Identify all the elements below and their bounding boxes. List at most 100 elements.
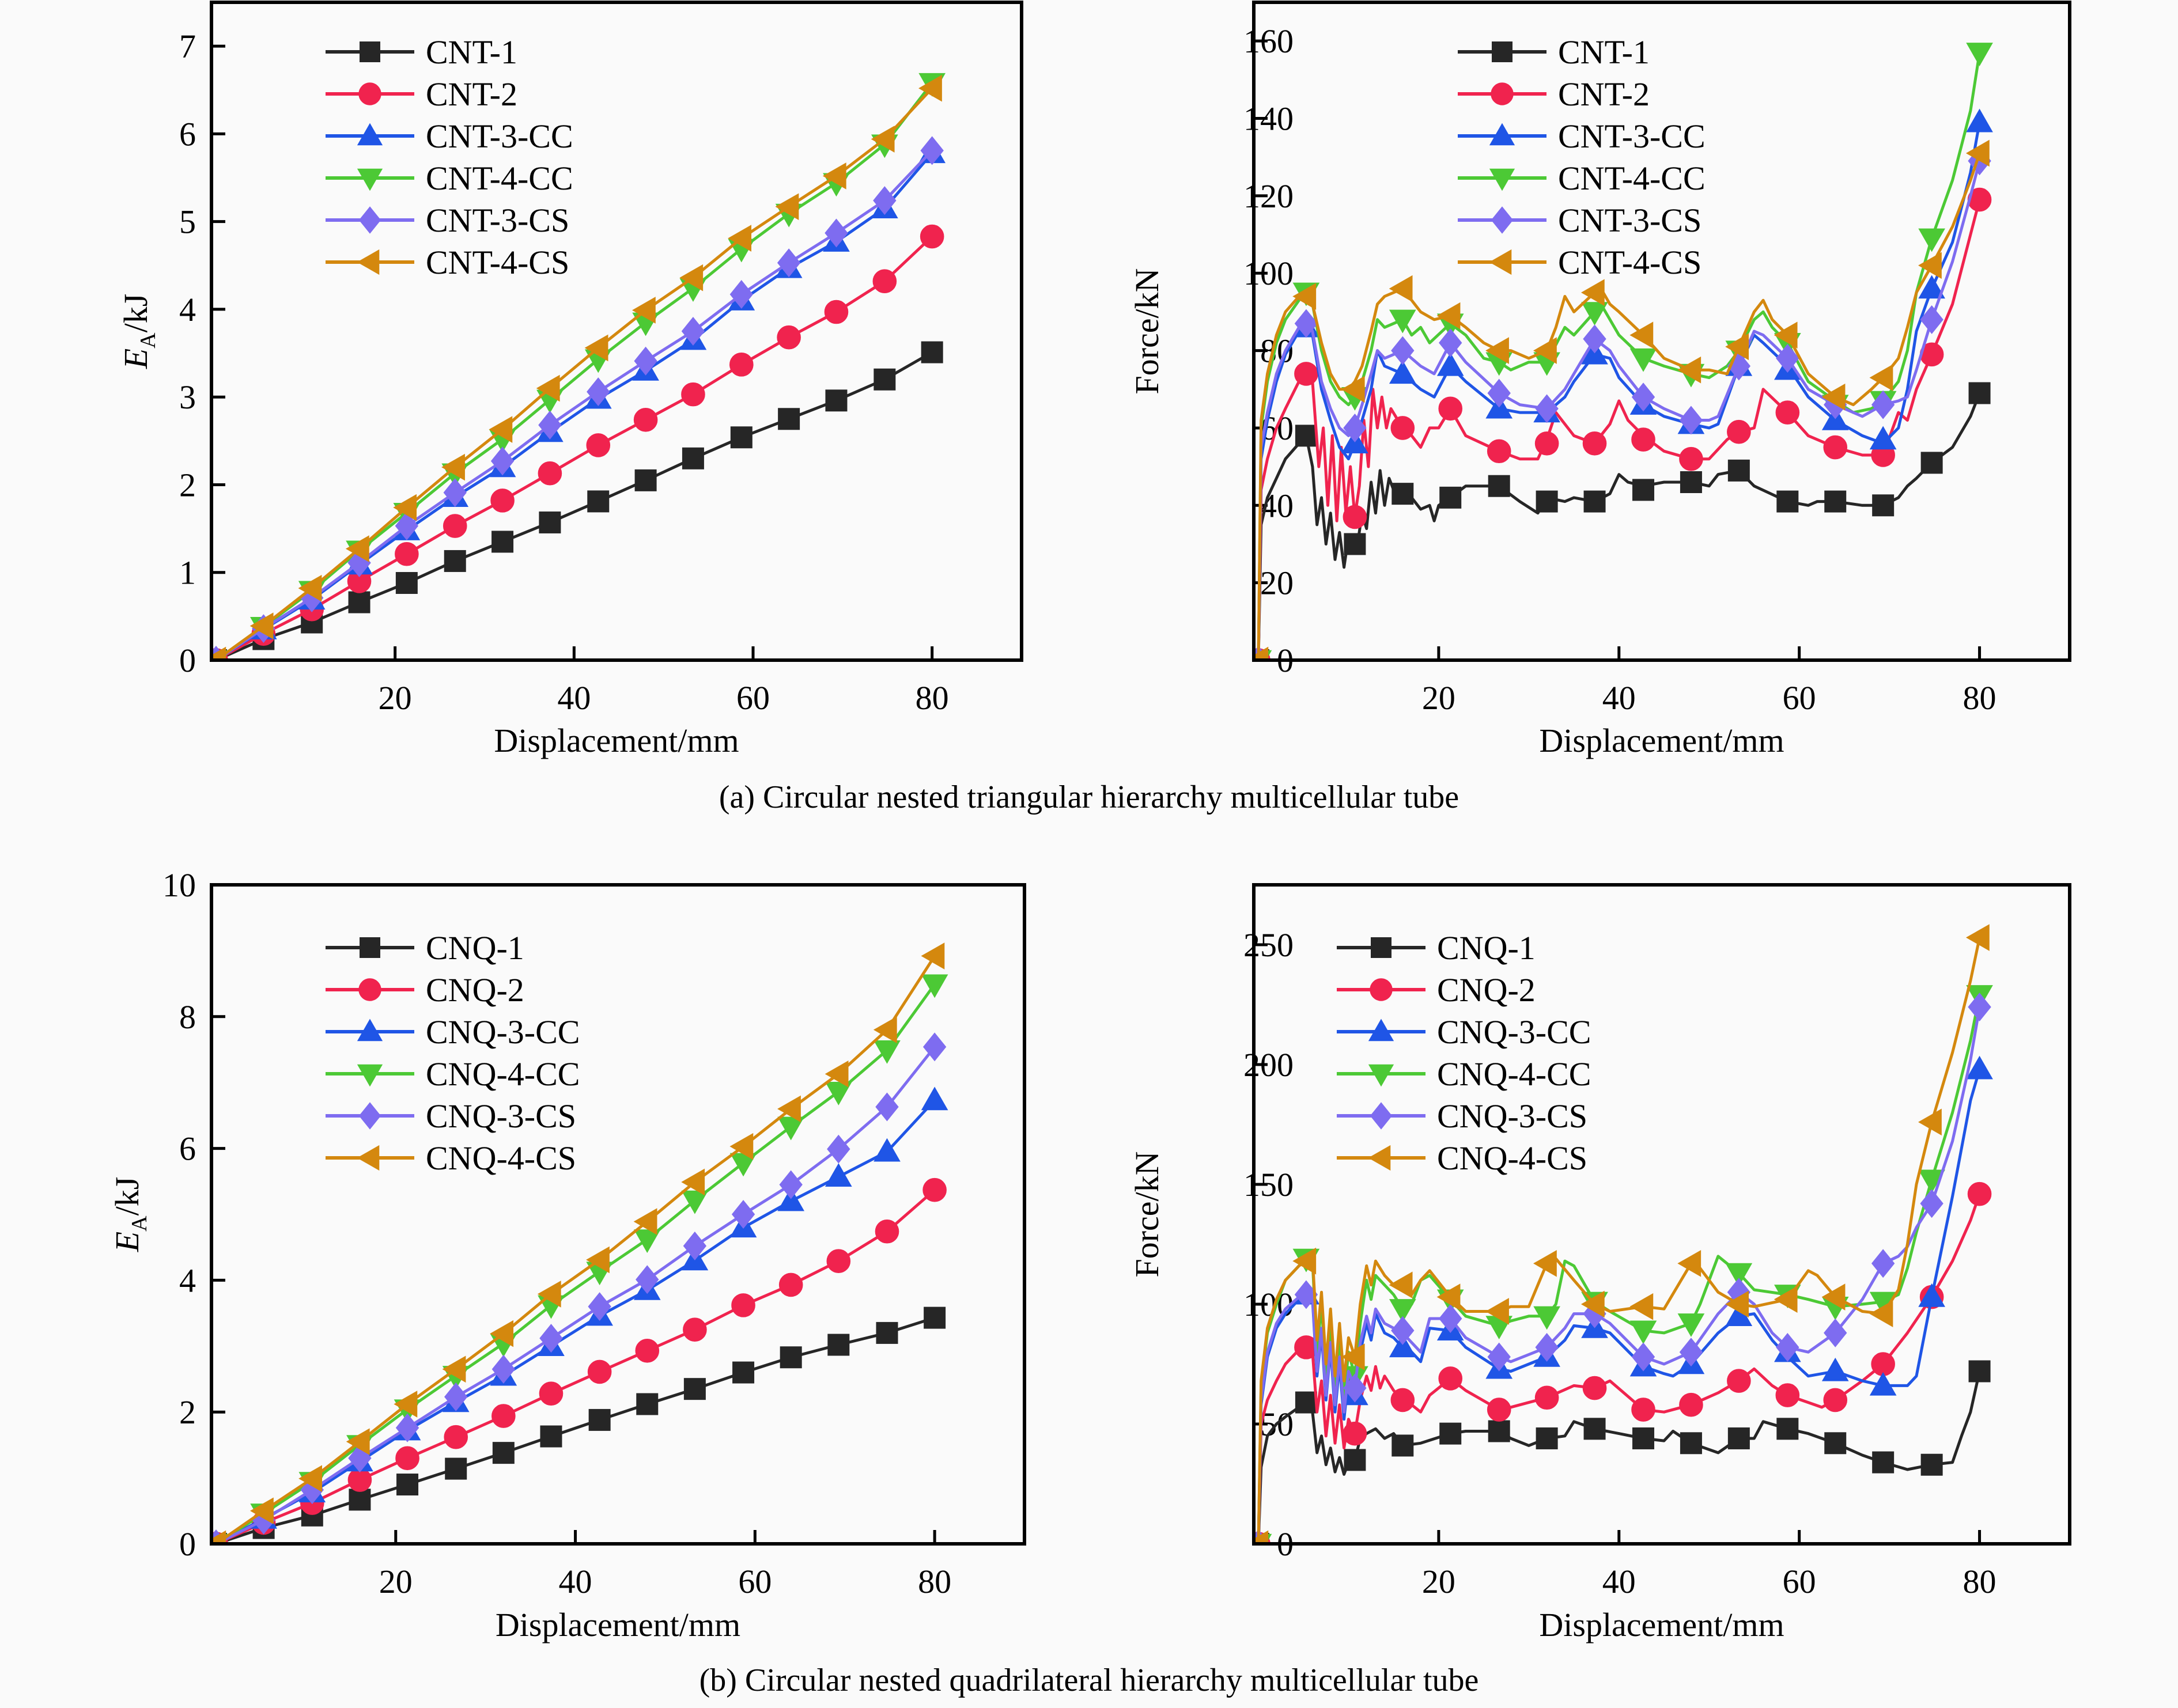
data-point — [633, 407, 658, 432]
legend-marker-icon — [1370, 1102, 1393, 1130]
data-point — [298, 574, 322, 602]
series-line — [216, 351, 933, 658]
legend-marker-icon — [1371, 937, 1391, 958]
data-point — [920, 136, 944, 165]
data-point — [1535, 394, 1559, 423]
data-point — [683, 1378, 706, 1400]
data-point — [1632, 479, 1655, 501]
data-point — [489, 416, 513, 443]
legend-label: CNQ-1 — [426, 929, 524, 967]
x-tick-label: 40 — [559, 1563, 592, 1600]
legend-item: CNT-3-CC — [1458, 118, 1706, 155]
data-point — [632, 297, 656, 324]
data-point — [346, 1428, 370, 1456]
data-point — [921, 1086, 948, 1111]
data-point — [1725, 1263, 1753, 1287]
data-point — [775, 193, 799, 221]
data-point — [445, 1457, 467, 1480]
data-point — [729, 353, 754, 377]
data-point — [1918, 228, 1945, 252]
legend-marker-icon — [1489, 168, 1515, 191]
legend-item: CNQ-1 — [326, 929, 524, 967]
legend-item: CNT-1 — [1458, 33, 1650, 71]
data-point — [1485, 1298, 1509, 1325]
data-point — [1632, 1427, 1655, 1449]
y-axis-title: EA/kJ — [108, 1177, 152, 1253]
legend-marker-icon — [358, 206, 381, 234]
legend-label: CNT-4-CC — [426, 160, 573, 197]
data-point — [1869, 364, 1893, 391]
y-tick-label: 200 — [1243, 1046, 1294, 1084]
data-point — [1872, 494, 1895, 517]
data-point — [1869, 426, 1897, 450]
data-point — [1774, 321, 1798, 349]
data-point — [1918, 275, 1945, 299]
data-point — [1344, 1449, 1366, 1471]
data-point — [730, 426, 753, 449]
data-point — [584, 334, 608, 362]
data-point — [1920, 452, 1943, 474]
y-tick-label: 0 — [1277, 1525, 1294, 1563]
data-point — [213, 646, 226, 658]
legend-label: CNT-1 — [1558, 33, 1650, 71]
data-point — [1390, 1388, 1415, 1412]
data-point — [1294, 309, 1318, 338]
legend-item: CNQ-1 — [1337, 929, 1536, 967]
data-point — [1389, 1334, 1416, 1358]
y-tick-label: 0 — [179, 1525, 196, 1563]
data-point — [1487, 1398, 1511, 1422]
data-point — [298, 1465, 323, 1493]
data-point — [1629, 321, 1654, 349]
data-point — [395, 1446, 419, 1471]
data-point — [1343, 413, 1367, 442]
y-tick-label: 3 — [179, 378, 196, 416]
y-axis-title-subscript: A — [136, 332, 160, 349]
data-point — [1776, 1418, 1799, 1440]
legend-marker-icon — [358, 1102, 381, 1130]
series-cnt-4-cs — [1256, 139, 1990, 658]
legend-marker-icon — [357, 1145, 380, 1171]
series-cnq-1 — [213, 1306, 946, 1542]
data-point — [1294, 362, 1318, 386]
data-point — [1438, 396, 1463, 421]
series-line — [1257, 1370, 1982, 1542]
data-point — [538, 461, 562, 486]
series-line — [1257, 1006, 1982, 1542]
legend-marker-icon — [357, 1064, 383, 1087]
data-point — [1918, 1108, 1942, 1136]
data-point — [922, 1177, 947, 1202]
legend: CNQ-1 CNQ-2 CNQ-3-CC CNQ-4-CC CNQ-3-CS CNQ-4-… — [1337, 929, 1591, 1177]
data-point — [825, 389, 848, 412]
y-tick-label: 5 — [179, 203, 196, 241]
data-point — [394, 1391, 418, 1418]
series-line — [216, 1046, 936, 1542]
data-point — [1871, 390, 1895, 419]
series-cnt-1 — [1256, 382, 1991, 658]
x-tick-label: 60 — [1783, 1563, 1816, 1600]
data-point — [1920, 1189, 1943, 1218]
data-point — [490, 1320, 514, 1347]
data-point — [683, 1231, 707, 1260]
data-point — [1488, 475, 1510, 497]
data-point — [924, 1306, 946, 1329]
data-point — [777, 325, 801, 350]
legend-item: CNQ-3-CS — [326, 1097, 576, 1135]
data-point — [1727, 1369, 1751, 1393]
y-axis-title-unit: /kJ — [108, 1177, 146, 1216]
x-tick-label: 20 — [1422, 1563, 1455, 1600]
data-point — [491, 531, 514, 553]
plot-frame — [1252, 883, 2071, 1546]
legend-marker-icon — [358, 82, 381, 105]
legend-item: CNT-1 — [326, 33, 517, 71]
data-point — [1727, 1427, 1750, 1449]
data-point — [1966, 43, 1993, 66]
plot-area — [213, 73, 946, 658]
data-point — [636, 1265, 659, 1294]
series-cnq-4-cs — [213, 942, 945, 1542]
data-point — [729, 1133, 754, 1160]
data-point — [1968, 993, 1991, 1022]
series-line — [216, 1099, 936, 1542]
data-point — [444, 1425, 468, 1449]
data-point — [874, 1040, 901, 1064]
